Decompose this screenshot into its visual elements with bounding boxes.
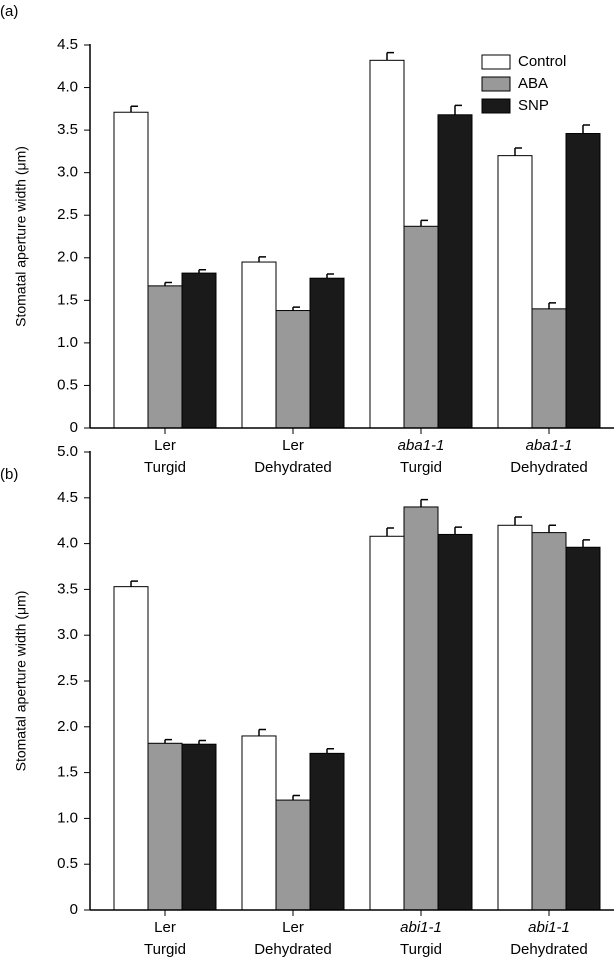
- x-tick-label: abi1-1: [528, 919, 570, 936]
- bar: [241, 261, 277, 429]
- y-tick-label: 3.5: [57, 580, 78, 597]
- bar: [403, 506, 439, 911]
- y-tick-label: 4.0: [57, 535, 78, 552]
- bar: [437, 533, 473, 911]
- error-bar: [130, 105, 138, 113]
- error-bar: [514, 147, 522, 156]
- error-bar: [386, 51, 394, 61]
- y-tick-label: 2.0: [57, 718, 78, 735]
- x-tick-label: Ler: [154, 919, 176, 936]
- y-axis-label: Stomatal aperture width (μm): [13, 591, 29, 772]
- error-bar: [548, 302, 556, 309]
- error-bar: [258, 256, 266, 263]
- x-tick-label: Turgid: [144, 459, 186, 476]
- error-bar: [258, 728, 266, 736]
- error-bar: [198, 268, 206, 274]
- y-axis-label: Stomatal aperture width (μm): [13, 146, 29, 327]
- bar: [113, 586, 149, 911]
- error-bar: [454, 526, 462, 535]
- y-tick-label: 0: [70, 419, 78, 436]
- error-bar: [164, 281, 172, 286]
- bar: [275, 310, 311, 429]
- y-tick-label: 4.5: [57, 489, 78, 506]
- x-tick-label: aba1-1: [398, 437, 445, 454]
- error-bar: [326, 748, 334, 754]
- y-tick-label: 4.0: [57, 79, 78, 96]
- bar: [565, 546, 601, 911]
- bar: [309, 752, 345, 911]
- x-tick-label: Dehydrated: [510, 459, 588, 476]
- x-tick-label: Turgid: [144, 941, 186, 958]
- bar: [241, 735, 277, 911]
- legend-swatch: [481, 76, 511, 92]
- legend-label: Control: [518, 53, 566, 70]
- error-bar: [514, 516, 522, 526]
- bar: [497, 155, 533, 429]
- bar: [309, 277, 345, 429]
- bar: [147, 285, 183, 429]
- legend-label: SNP: [518, 97, 549, 114]
- error-bar: [420, 498, 428, 507]
- bar: [565, 133, 601, 429]
- bar: [437, 114, 473, 429]
- y-tick-label: 0.5: [57, 376, 78, 393]
- y-tick-label: 0.5: [57, 855, 78, 872]
- error-bar: [548, 524, 556, 533]
- bar: [147, 742, 183, 911]
- y-tick-label: 2.5: [57, 672, 78, 689]
- error-bar: [164, 738, 172, 744]
- bar: [275, 799, 311, 911]
- bar: [531, 532, 567, 911]
- legend-swatch: [481, 98, 511, 114]
- x-tick-label: abi1-1: [400, 919, 442, 936]
- error-bar: [292, 794, 300, 801]
- error-bar: [386, 527, 394, 537]
- error-bar: [130, 580, 138, 587]
- y-tick-label: 3.0: [57, 164, 78, 181]
- y-tick-label: 1.0: [57, 334, 78, 351]
- x-tick-label: Dehydrated: [254, 459, 332, 476]
- error-bar: [420, 219, 428, 227]
- bar: [113, 111, 149, 429]
- y-tick-label: 5.0: [57, 443, 78, 460]
- x-tick-label: Turgid: [400, 459, 442, 476]
- error-bar: [582, 124, 590, 134]
- bar: [181, 272, 217, 429]
- bar: [369, 535, 405, 911]
- y-tick-label: 4.5: [57, 36, 78, 53]
- y-tick-label: 1.5: [57, 291, 78, 308]
- bar: [497, 524, 533, 911]
- y-tick-label: 3.5: [57, 121, 78, 138]
- legend-label: ABA: [518, 75, 548, 92]
- y-tick-label: 2.0: [57, 249, 78, 266]
- y-tick-label: 2.5: [57, 206, 78, 223]
- bar: [403, 225, 439, 429]
- x-tick-label: aba1-1: [526, 437, 573, 454]
- bar: [181, 743, 217, 911]
- legend-swatch: [481, 54, 511, 70]
- error-bar: [454, 104, 462, 115]
- error-bar: [198, 739, 206, 745]
- bar: [369, 59, 405, 429]
- y-tick-label: 3.0: [57, 626, 78, 643]
- y-tick-label: 1.5: [57, 764, 78, 781]
- error-bar: [326, 273, 334, 279]
- y-tick-label: 0: [70, 901, 78, 918]
- x-tick-label: Turgid: [400, 941, 442, 958]
- panel-label: (a): [0, 3, 18, 20]
- panel-label: (b): [0, 466, 18, 483]
- x-tick-label: Dehydrated: [510, 941, 588, 958]
- error-bar: [292, 306, 300, 311]
- x-tick-label: Ler: [282, 919, 304, 936]
- x-tick-label: Ler: [154, 437, 176, 454]
- x-tick-label: Ler: [282, 437, 304, 454]
- x-tick-label: Dehydrated: [254, 941, 332, 958]
- error-bar: [582, 539, 590, 548]
- bar: [531, 308, 567, 429]
- y-tick-label: 1.0: [57, 809, 78, 826]
